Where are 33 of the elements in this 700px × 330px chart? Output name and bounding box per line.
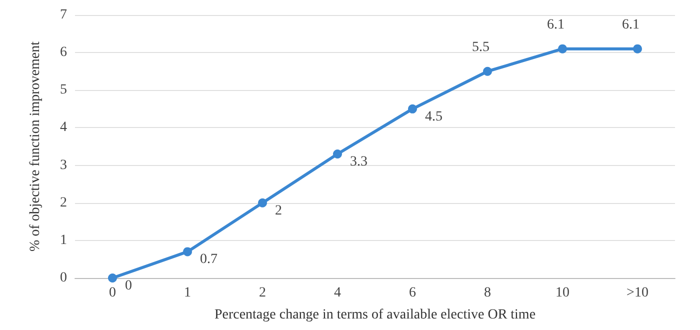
y-tick-label: 7 bbox=[60, 8, 67, 22]
point bbox=[408, 104, 417, 114]
y-tick-label: 0 bbox=[60, 270, 67, 286]
y-tick-label: 2 bbox=[60, 195, 67, 210]
point bbox=[558, 44, 567, 54]
x-tick-label: 4 bbox=[334, 286, 341, 300]
x-axis-title: Percentage change in terms of available elective OR time bbox=[214, 308, 536, 322]
data-label: 3.3 bbox=[350, 154, 368, 170]
x-tick-label: 1 bbox=[184, 286, 191, 300]
x-tick-label: 6 bbox=[409, 286, 416, 300]
data-label: 6.1 bbox=[547, 17, 564, 32]
data-label: 2 bbox=[275, 203, 282, 218]
y-tick-label: 3 bbox=[60, 158, 67, 173]
point bbox=[108, 274, 117, 282]
data-label: 0.7 bbox=[200, 252, 218, 268]
point bbox=[483, 66, 492, 76]
point bbox=[258, 198, 267, 208]
point bbox=[183, 247, 192, 256]
y-tick-label: 4 bbox=[60, 120, 67, 136]
x-tick-label: 8 bbox=[484, 286, 491, 300]
y-tick-label: 1 bbox=[60, 232, 67, 248]
y-tick-label: 6 bbox=[60, 45, 67, 60]
data-label: 4.5 bbox=[425, 109, 442, 124]
data-label: 6.1 bbox=[622, 17, 640, 32]
y-tick-label: 5 bbox=[60, 82, 67, 98]
data-label: 5.5 bbox=[472, 40, 490, 55]
x-tick-label: 0 bbox=[109, 286, 116, 300]
x-tick-label: 2 bbox=[259, 286, 266, 300]
x-tick-label: >10 bbox=[626, 286, 648, 300]
y-axis-title: % of objective function improvement bbox=[28, 41, 43, 252]
point bbox=[333, 150, 342, 159]
point bbox=[633, 44, 642, 54]
x-tick-label: 10 bbox=[556, 286, 570, 300]
